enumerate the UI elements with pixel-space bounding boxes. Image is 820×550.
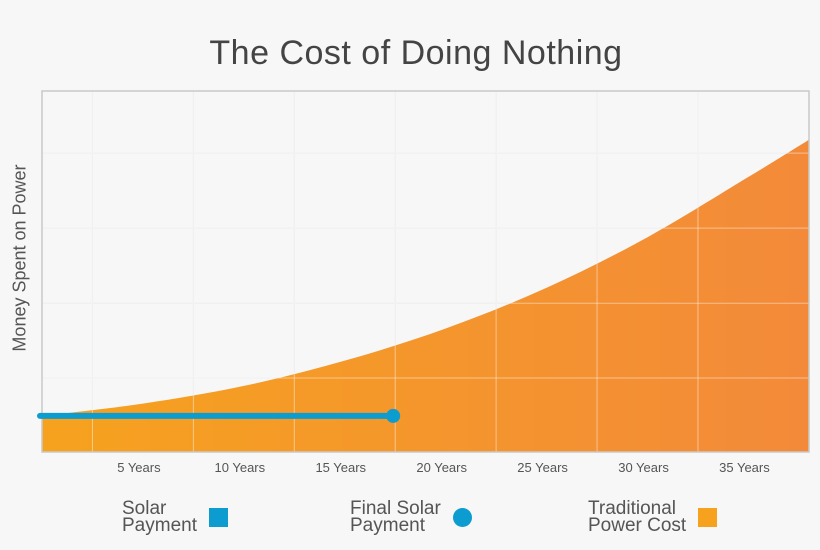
traditional-cost-area (42, 139, 809, 453)
chart-title: The Cost of Doing Nothing (209, 34, 623, 72)
x-tick-label: 35 Years (719, 460, 770, 475)
plot-frame (41, 90, 810, 453)
grid-overlay (42, 91, 809, 452)
legend-label: Payment (122, 515, 197, 536)
x-tick-label: 5 Years (117, 460, 161, 475)
legend-label: Traditional (588, 498, 677, 519)
legend-label: Final Solar (350, 498, 441, 519)
legend-label: Payment (350, 515, 425, 536)
x-tick-label: 25 Years (517, 460, 568, 475)
legend-item-traditional-power-cost: Traditional Power Cost (588, 498, 718, 536)
x-tick-label: 30 Years (618, 460, 669, 475)
square-swatch-icon (698, 507, 718, 527)
x-tick-label: 15 Years (315, 460, 366, 475)
legend-label: Power Cost (588, 515, 687, 536)
x-axis-ticks: 5 Years 10 Years 15 Years 20 Years 25 Years 3… (117, 460, 770, 475)
final-solar-payment-marker (386, 408, 401, 423)
legend-item-solar-payment: Solar Payment (122, 498, 228, 536)
x-tick-label: 10 Years (215, 460, 266, 475)
square-swatch-icon (208, 507, 228, 527)
circle-swatch-icon (452, 507, 472, 527)
legend-item-final-solar-payment: Final Solar Payment (350, 498, 472, 536)
x-tick-label: 20 Years (416, 460, 467, 475)
legend-label: Solar (122, 498, 167, 519)
